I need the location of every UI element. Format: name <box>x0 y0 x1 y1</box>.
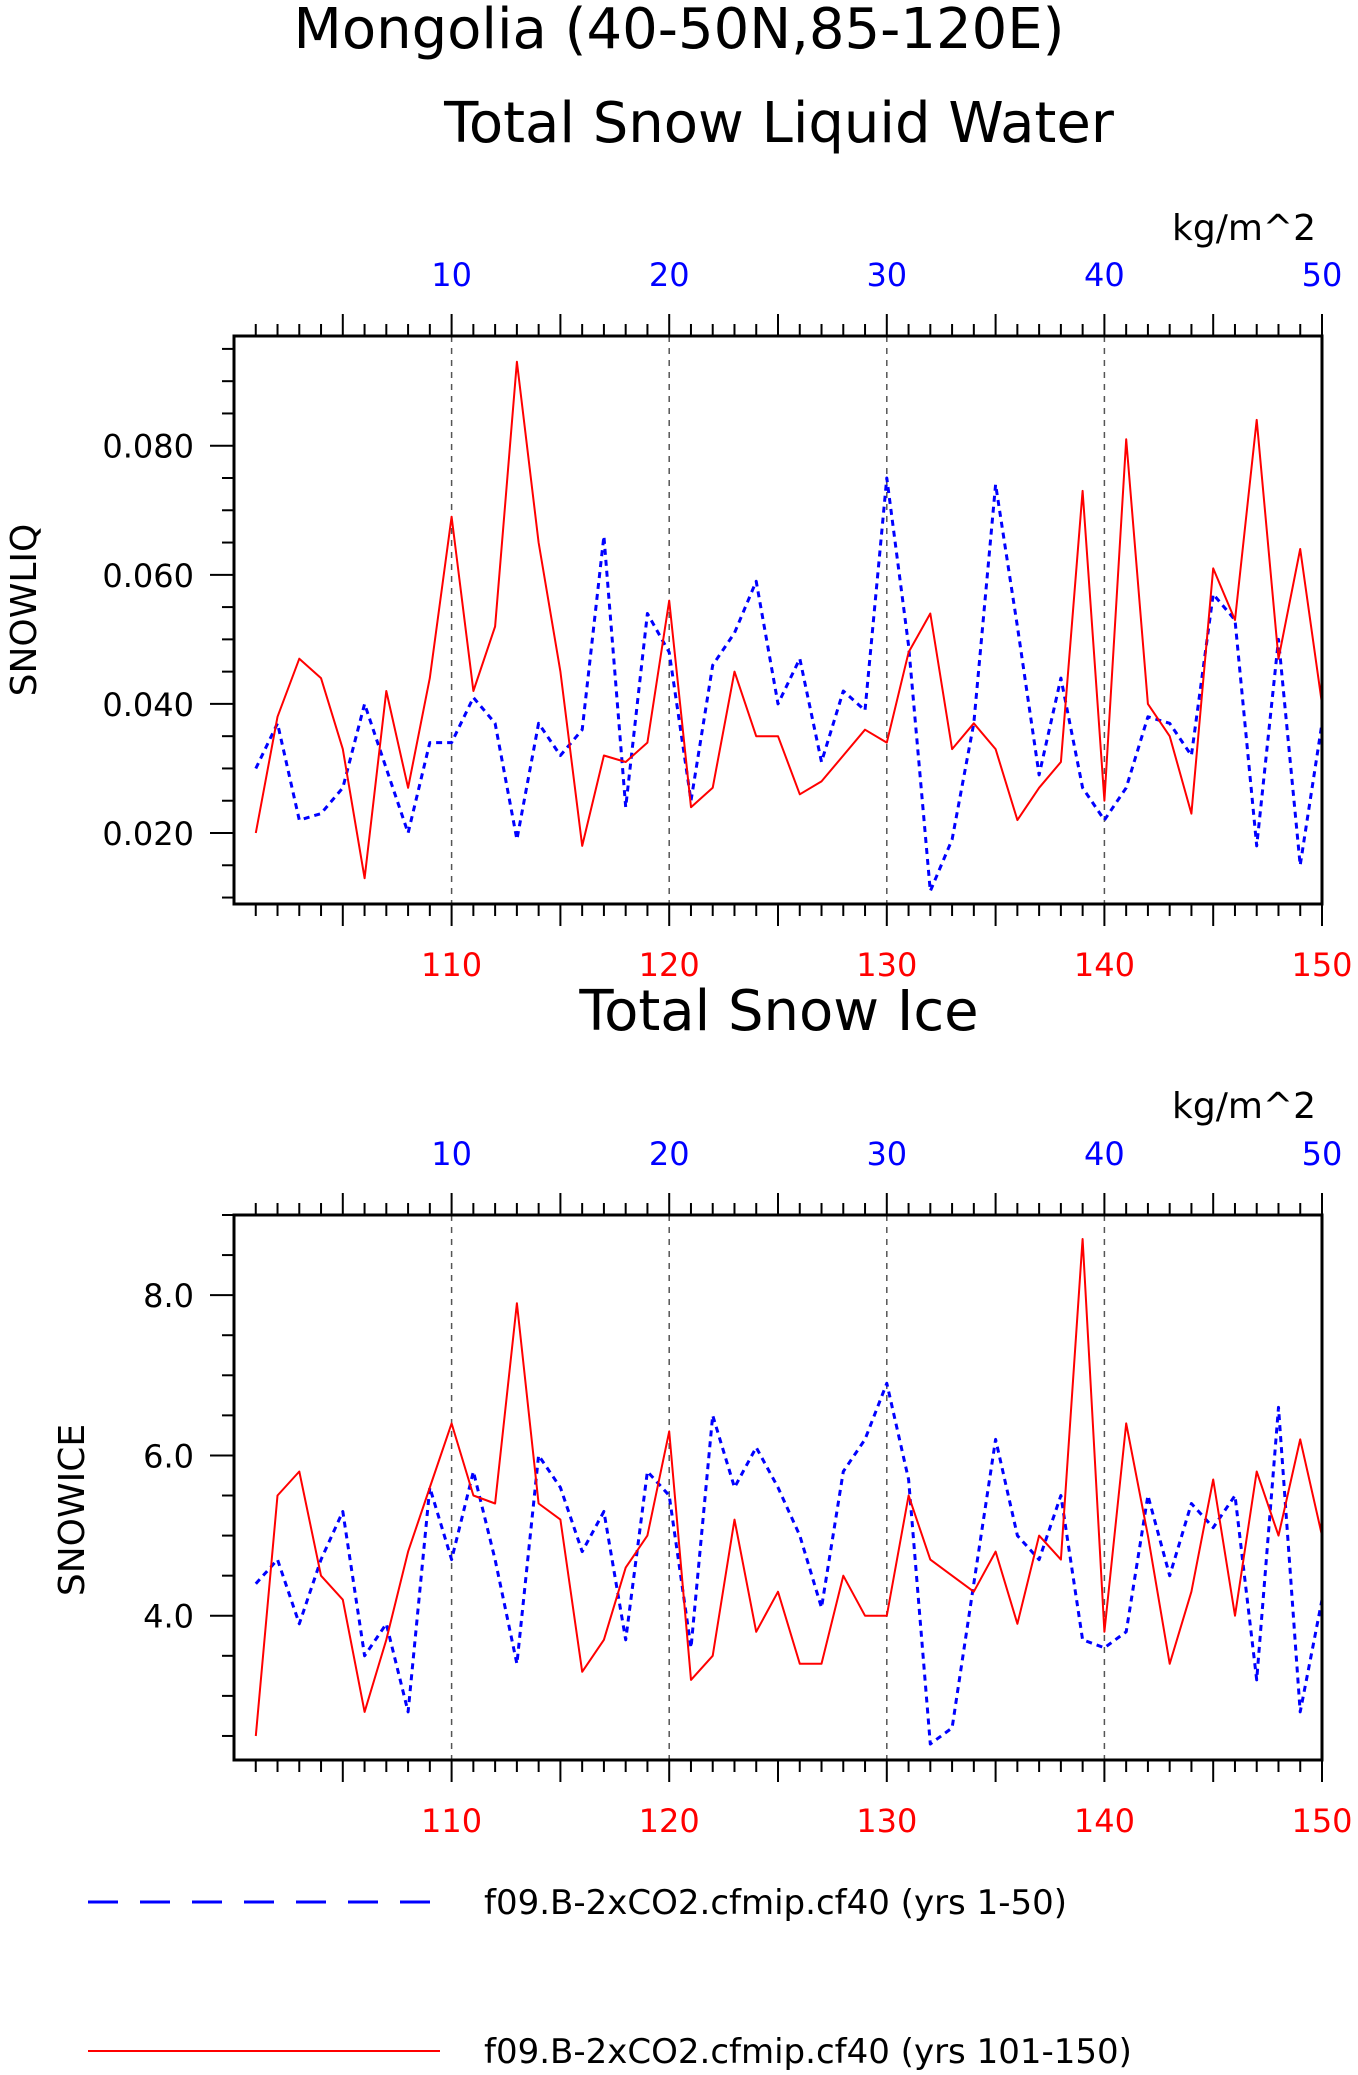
panel-title: Total Snow Ice <box>578 979 978 1044</box>
top-tick-label: 20 <box>649 1135 690 1173</box>
series-line-yrs-101-150 <box>254 360 1323 880</box>
units-label: kg/m^2 <box>1172 208 1316 249</box>
bottom-tick-label: 140 <box>1074 946 1135 984</box>
y-tick-label: 0.040 <box>102 686 194 724</box>
top-tick-label: 10 <box>431 1135 472 1173</box>
series-line-yrs-101-150 <box>254 1238 1323 1737</box>
y-tick-label: 0.020 <box>102 815 194 853</box>
series-line-yrs-1-50 <box>254 476 1324 893</box>
plot-frame <box>232 1213 1324 1762</box>
legend-label: f09.B-2xCO2.cfmip.cf40 (yrs 1-50) <box>484 1883 1067 1923</box>
tick-marks <box>210 314 1323 926</box>
series-lines <box>254 1238 1324 1746</box>
bottom-tick-label: 150 <box>1291 946 1352 984</box>
y-tick-label: 8.0 <box>143 1277 194 1315</box>
series-line-yrs-1-50 <box>254 1381 1324 1746</box>
top-tick-label: 40 <box>1084 256 1125 294</box>
top-tick-label: 30 <box>866 1135 907 1173</box>
panel-snowliq: Total Snow Liquid Water kg/m^2 10 20 30 40 5… <box>4 91 1353 984</box>
units-label: kg/m^2 <box>1172 1086 1316 1127</box>
bottom-tick-label: 140 <box>1074 1802 1135 1840</box>
bottom-tick-label: 120 <box>639 946 700 984</box>
legend-label: f09.B-2xCO2.cfmip.cf40 (yrs 101-150) <box>484 2032 1132 2072</box>
y-tick-label: 0.060 <box>102 557 194 595</box>
bottom-tick-label: 110 <box>421 946 482 984</box>
bottom-tick-label: 150 <box>1291 1802 1352 1840</box>
legend: f09.B-2xCO2.cfmip.cf40 (yrs 1-50) f09.B-… <box>88 1883 1132 2072</box>
tick-marks <box>210 1193 1323 1782</box>
y-tick-label: 6.0 <box>143 1437 194 1475</box>
panel-title: Total Snow Liquid Water <box>443 91 1115 156</box>
y-tick-label: 4.0 <box>143 1598 194 1636</box>
top-tick-label: 50 <box>1302 256 1343 294</box>
bottom-tick-label: 130 <box>856 1802 917 1840</box>
grid-lines <box>450 336 1106 904</box>
bottom-tick-label: 130 <box>856 946 917 984</box>
top-tick-label: 20 <box>649 256 690 294</box>
panel-snowice: Total Snow Ice kg/m^2 10 20 30 40 50 110 120 13… <box>52 979 1353 1840</box>
top-tick-label: 10 <box>431 256 472 294</box>
figure-title: Mongolia (40-50N,85-120E) <box>294 0 1065 62</box>
y-axis-label: SNOWLIQ <box>4 524 45 697</box>
bottom-tick-label: 110 <box>421 1802 482 1840</box>
series-lines <box>254 360 1324 893</box>
y-axis-label: SNOWICE <box>52 1424 93 1596</box>
tick-labels: 10 20 30 40 50 110 120 130 140 150 0.020 0.040 0.060… <box>102 256 1352 984</box>
plot-frame <box>232 334 1324 906</box>
top-tick-label: 40 <box>1084 1135 1125 1173</box>
tick-labels: 10 20 30 40 50 110 120 130 140 150 4.0 6.0 8.0 <box>143 1135 1352 1840</box>
top-tick-label: 50 <box>1302 1135 1343 1173</box>
bottom-tick-label: 120 <box>639 1802 700 1840</box>
y-tick-label: 0.080 <box>102 428 194 466</box>
top-tick-label: 30 <box>866 256 907 294</box>
